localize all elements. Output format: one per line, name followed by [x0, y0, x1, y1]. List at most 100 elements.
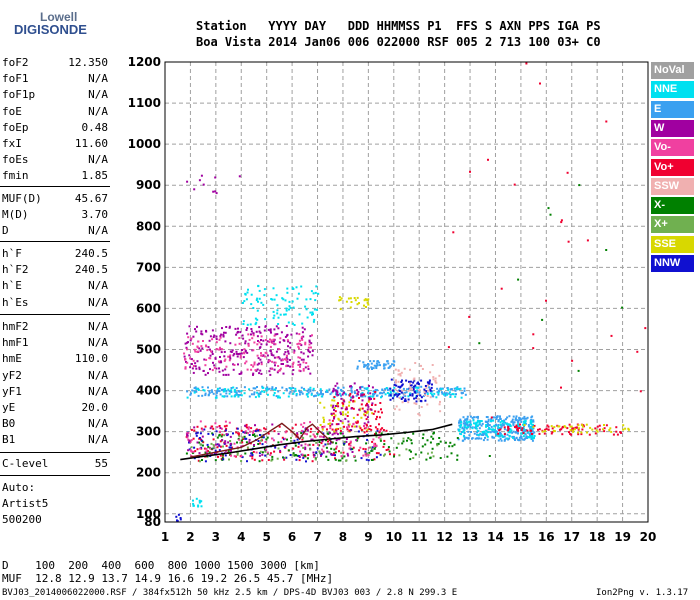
echo-point — [387, 448, 390, 451]
echo-point — [323, 425, 326, 428]
echo-point — [270, 459, 273, 462]
echo-point — [200, 505, 203, 508]
param-name: fxI — [2, 137, 22, 150]
echo-point — [256, 335, 259, 338]
echo-point — [376, 415, 378, 418]
echo-point — [463, 428, 466, 431]
echo-point — [383, 363, 386, 366]
echo-point — [511, 420, 514, 423]
echo-point — [200, 345, 203, 348]
param-row: foF1 N/A — [2, 72, 108, 88]
echo-point — [478, 342, 481, 345]
echo-point — [347, 297, 350, 300]
echo-point — [581, 423, 584, 426]
echo-point — [211, 432, 214, 435]
echo-point — [282, 372, 285, 375]
echo-point — [390, 437, 393, 440]
echo-point — [573, 428, 576, 431]
echo-point — [350, 391, 353, 394]
echo-point — [359, 388, 362, 391]
echo-point — [255, 451, 258, 454]
echo-point — [495, 418, 498, 420]
param-value: N/A — [88, 336, 108, 350]
param-value: 20.0 — [81, 401, 109, 414]
echo-point — [185, 360, 187, 363]
echo-point — [443, 393, 445, 396]
echo-point — [440, 388, 443, 391]
echo-point — [324, 443, 327, 446]
echo-point — [203, 358, 206, 361]
echo-point — [363, 299, 366, 302]
echo-point — [276, 333, 279, 336]
echo-point — [575, 426, 578, 429]
echo-point — [286, 354, 288, 357]
echo-point — [342, 411, 344, 414]
echo-point — [260, 339, 262, 341]
echo-point — [307, 444, 310, 447]
echo-point — [395, 381, 397, 384]
echo-point — [523, 425, 525, 428]
echo-point — [376, 389, 379, 392]
echo-point — [205, 450, 208, 453]
echo-point — [455, 387, 458, 390]
echo-point — [244, 349, 247, 352]
echo-point — [254, 424, 256, 427]
echo-point — [463, 387, 466, 390]
echo-point — [277, 323, 280, 325]
echo-point — [401, 442, 404, 445]
legend-item: SSE — [651, 235, 694, 253]
echo-point — [245, 423, 248, 426]
echo-point — [342, 404, 345, 407]
echo-point — [241, 441, 244, 444]
echo-point — [309, 335, 312, 338]
echo-point — [286, 360, 289, 363]
echo-point — [436, 387, 439, 390]
echo-point — [501, 422, 504, 425]
echo-point — [338, 296, 341, 299]
echo-point — [414, 453, 417, 456]
echo-point — [183, 352, 186, 355]
echo-point — [238, 337, 241, 339]
echo-point — [245, 441, 248, 444]
echo-point — [383, 439, 386, 442]
echo-point — [247, 288, 249, 291]
echo-point — [427, 452, 429, 455]
echo-point — [275, 294, 278, 297]
echo-point — [192, 450, 195, 453]
echo-point — [374, 392, 377, 395]
echo-point — [212, 446, 215, 449]
echo-point — [198, 501, 201, 504]
header-line-1: Station YYYY DAY DDD HHMMSS P1 FFS S AXN… — [196, 19, 601, 33]
echo-point — [523, 438, 526, 441]
echo-point — [330, 412, 333, 415]
echo-point — [250, 293, 253, 296]
echo-point — [342, 386, 345, 389]
echo-point — [208, 391, 211, 394]
echo-point — [209, 368, 211, 371]
echo-point — [496, 433, 498, 436]
echo-point — [514, 417, 517, 420]
echo-point — [264, 428, 267, 431]
echo-point — [230, 387, 233, 389]
echo-point — [342, 402, 345, 405]
echo-point — [547, 207, 550, 210]
echo-point — [438, 403, 441, 406]
echo-point — [408, 449, 411, 452]
echo-point — [512, 424, 515, 427]
echo-point — [276, 356, 279, 359]
echo-point — [375, 418, 378, 421]
echo-point — [200, 500, 203, 503]
echo-point — [400, 398, 403, 400]
echo-point — [413, 385, 415, 388]
echo-point — [550, 425, 553, 428]
echo-point — [285, 389, 288, 392]
echo-point — [261, 385, 264, 388]
echo-point — [330, 404, 333, 407]
echo-point — [256, 343, 259, 346]
echo-point — [487, 431, 490, 434]
echo-point — [237, 394, 240, 396]
echo-point — [401, 389, 404, 392]
echo-point — [332, 454, 335, 456]
echo-point — [350, 387, 353, 390]
echo-point — [399, 386, 401, 389]
